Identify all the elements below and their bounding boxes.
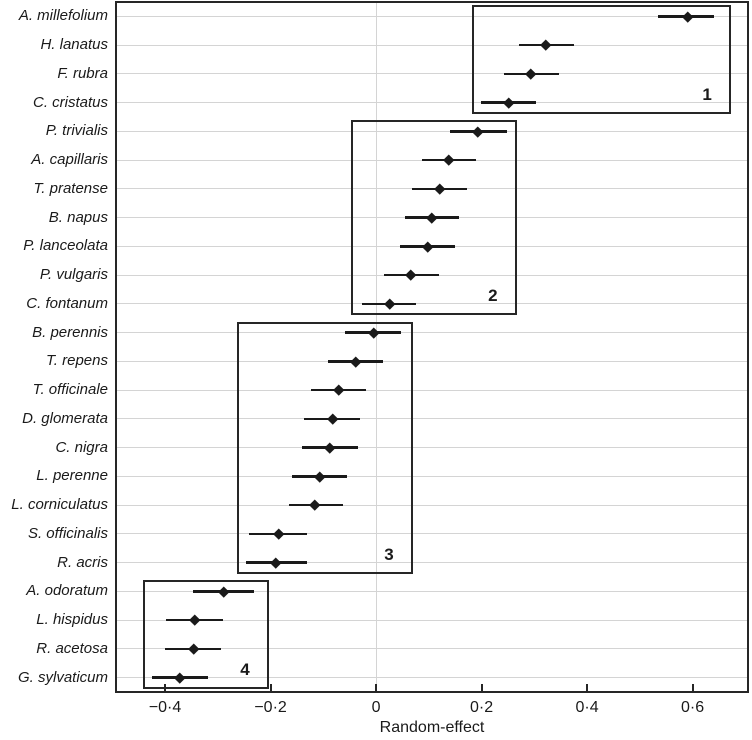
x-tick-label: 0 [371, 699, 381, 716]
group-box-label: 2 [488, 285, 498, 305]
row-gridline [117, 447, 747, 449]
x-tick-label: 0·6 [681, 699, 705, 716]
group-box [236, 321, 413, 574]
row-gridline [117, 648, 747, 650]
x-tick-label: −0·2 [254, 699, 287, 716]
row-gridline [117, 44, 747, 46]
row-gridline [117, 590, 747, 592]
x-tick [164, 684, 167, 691]
species-label: D. glomerata [22, 409, 108, 427]
row-gridline [117, 15, 747, 17]
x-tick [586, 684, 589, 691]
row-gridline [117, 73, 747, 75]
species-label: P. vulgaris [39, 266, 108, 284]
x-tick [480, 684, 483, 691]
x-axis-title: Random-effect [379, 719, 485, 736]
species-label: R. acris [57, 553, 108, 571]
group-box [142, 580, 269, 689]
row-gridline [117, 303, 747, 305]
row-gridline [117, 562, 747, 564]
group-box-label: 4 [240, 659, 250, 679]
species-label: P. lanceolata [23, 237, 108, 255]
group-box-label: 3 [384, 544, 394, 564]
species-label: C. fontanum [26, 294, 108, 312]
species-label: C. nigra [55, 438, 108, 456]
plot-frame [115, 1, 749, 693]
species-label: T. pratense [33, 179, 109, 197]
species-label: A. capillaris [31, 151, 108, 169]
row-gridline [117, 619, 747, 621]
row-gridline [117, 332, 747, 334]
species-label: R. acetosa [36, 639, 108, 657]
species-label: L. corniculatus [11, 496, 108, 514]
row-gridline [117, 102, 747, 104]
row-gridline [117, 360, 747, 362]
row-gridline [117, 389, 747, 391]
species-label: T. repens [46, 352, 108, 370]
row-gridline [117, 475, 747, 477]
row-gridline [117, 533, 747, 535]
species-label: B. perennis [32, 323, 108, 341]
species-label: C. cristatus [32, 93, 108, 111]
group-box-label: 1 [702, 84, 712, 104]
species-label: A. odoratum [26, 582, 108, 600]
species-label: S. officinalis [27, 524, 108, 542]
x-tick-label: 0·4 [575, 699, 599, 716]
x-tick-label: 0·2 [470, 699, 494, 716]
species-label: A. millefolium [18, 7, 108, 25]
species-label: H. lanatus [40, 36, 108, 54]
group-box [472, 5, 732, 114]
species-label: P. trivialis [45, 122, 108, 140]
x-tick [269, 684, 272, 691]
species-label: L. perenne [36, 467, 108, 485]
group-box [351, 120, 517, 315]
species-label: F. rubra [57, 64, 108, 82]
x-tick [375, 684, 378, 691]
row-gridline [117, 130, 747, 132]
species-label: G. sylvaticum [17, 668, 108, 686]
x-tick-label: −0·4 [148, 699, 182, 716]
species-label: B. napus [48, 208, 108, 226]
row-gridline [117, 418, 747, 420]
zero-gridline [375, 2, 377, 692]
x-tick [691, 684, 694, 691]
row-gridline [117, 677, 747, 679]
species-label: T. officinale [32, 381, 108, 399]
row-gridline [117, 504, 747, 506]
species-label: L. hispidus [36, 611, 108, 629]
